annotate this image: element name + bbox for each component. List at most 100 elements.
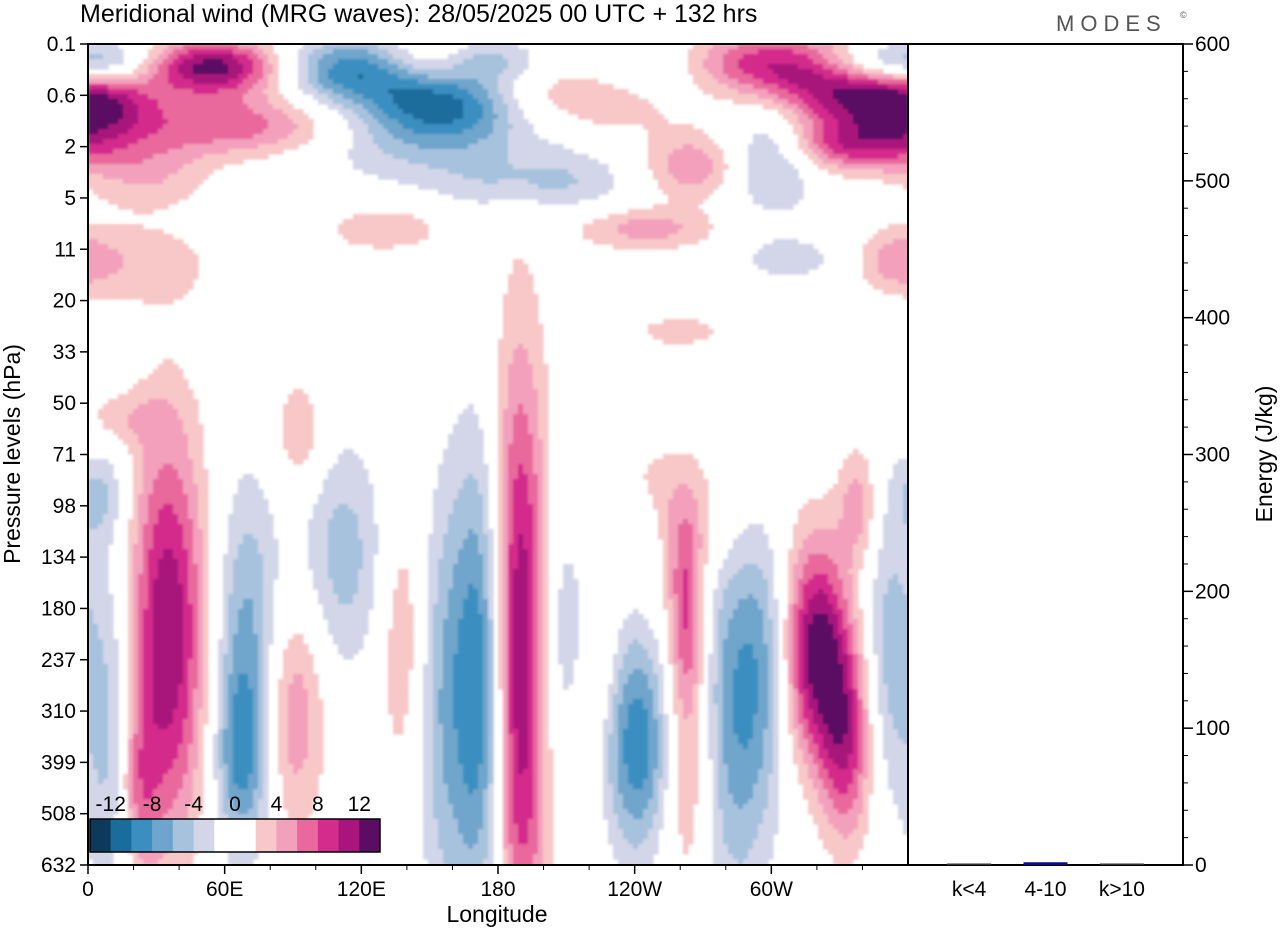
heatmap-cell: [618, 244, 624, 250]
heatmap-cell: [813, 109, 819, 115]
heatmap-cell: [883, 74, 889, 80]
heatmap-cell: [173, 199, 179, 205]
heatmap-cell: [893, 169, 899, 175]
heatmap-cell: [253, 69, 259, 75]
heatmap-cell: [108, 259, 114, 265]
heatmap-cell: [503, 99, 509, 105]
heatmap-cell: [768, 159, 774, 165]
heatmap-cell: [883, 239, 889, 245]
heatmap-cell: [883, 289, 889, 295]
heatmap-cell: [173, 74, 179, 80]
heatmap-cell: [103, 234, 109, 240]
heatmap-cell: [183, 429, 189, 435]
heatmap-cell: [448, 134, 454, 140]
heatmap-cell: [203, 159, 209, 165]
heatmap-cell: [108, 114, 114, 120]
heatmap-cell: [178, 419, 184, 425]
heatmap-cell: [368, 134, 374, 140]
heatmap-cell: [788, 99, 794, 105]
heatmap-cell: [373, 149, 379, 155]
heatmap-cell: [98, 49, 104, 55]
heatmap-cell: [838, 124, 844, 130]
heatmap-cell: [473, 134, 479, 140]
heatmap-cell: [668, 174, 674, 180]
heatmap-cell: [403, 129, 409, 135]
heatmap-cell: [768, 64, 774, 70]
heatmap-cell: [188, 99, 194, 105]
heatmap-cell: [108, 134, 114, 140]
heatmap-cell: [408, 174, 414, 180]
heatmap-cell: [403, 99, 409, 105]
heatmap-cell: [203, 174, 209, 180]
heatmap-cell: [673, 244, 679, 250]
heatmap-cell: [128, 404, 134, 410]
heatmap-cell: [508, 424, 514, 430]
heatmap-cell: [538, 139, 544, 145]
heatmap-cell: [293, 394, 299, 400]
heatmap-cell: [863, 84, 869, 90]
heatmap-cell: [158, 284, 164, 290]
heatmap-cell: [523, 404, 529, 410]
heatmap-cell: [158, 429, 164, 435]
heatmap-cell: [148, 194, 154, 200]
heatmap-cell: [473, 94, 479, 100]
heatmap-cell: [363, 119, 369, 125]
heatmap-cell: [423, 119, 429, 125]
heatmap-cell: [783, 114, 789, 120]
heatmap-cell: [113, 264, 119, 270]
heatmap-cell: [318, 99, 324, 105]
heatmap-cell: [898, 244, 904, 250]
heatmap-cell: [543, 154, 549, 160]
heatmap-cell: [398, 89, 404, 95]
heatmap-cell: [103, 174, 109, 180]
heatmap-cell: [133, 239, 139, 245]
heatmap-cell: [903, 284, 908, 290]
heatmap-cell: [843, 64, 849, 70]
heatmap-cell: [113, 134, 119, 140]
heatmap-cell: [703, 44, 709, 50]
heatmap-cell: [358, 49, 364, 55]
heatmap-cell: [793, 74, 799, 80]
heatmap-cell: [713, 79, 719, 85]
heatmap-cell: [793, 179, 799, 185]
heatmap-cell: [558, 159, 564, 165]
heatmap-cell: [178, 374, 184, 380]
heatmap-cell: [523, 304, 529, 310]
heatmap-cell: [168, 379, 174, 385]
heatmap-cell: [113, 124, 119, 130]
heatmap-cell: [168, 174, 174, 180]
heatmap-cell: [858, 134, 864, 140]
heatmap-cell: [88, 124, 94, 130]
heatmap-cell: [408, 74, 414, 80]
heatmap-cell: [893, 154, 899, 160]
heatmap-cell: [858, 169, 864, 175]
heatmap-cell: [153, 109, 159, 115]
heatmap-cell: [113, 399, 119, 405]
heatmap-cell: [203, 139, 209, 145]
heatmap-cell: [368, 54, 374, 60]
heatmap-cell: [103, 294, 109, 300]
heatmap-cell: [263, 79, 269, 85]
heatmap-cell: [503, 419, 509, 425]
heatmap-cell: [608, 219, 614, 225]
heatmap-cell: [423, 164, 429, 170]
heatmap-cell: [88, 94, 94, 100]
heatmap-cell: [708, 174, 714, 180]
heatmap-cell: [398, 229, 404, 235]
heatmap-cell: [153, 409, 159, 415]
heatmap-cell: [403, 164, 409, 170]
heatmap-cell: [838, 89, 844, 95]
heatmap-cell: [228, 89, 234, 95]
heatmap-cell: [543, 404, 549, 410]
heatmap-cell: [88, 139, 94, 145]
heatmap-cell: [683, 134, 689, 140]
heatmap-cell: [188, 49, 194, 55]
heatmap-cell: [93, 74, 99, 80]
heatmap-cell: [653, 224, 659, 230]
heatmap-cell: [118, 169, 124, 175]
heatmap-cell: [423, 114, 429, 120]
heatmap-cell: [638, 219, 644, 225]
heatmap-cell: [473, 104, 479, 110]
heatmap-cell: [163, 169, 169, 175]
heatmap-cell: [463, 414, 469, 420]
